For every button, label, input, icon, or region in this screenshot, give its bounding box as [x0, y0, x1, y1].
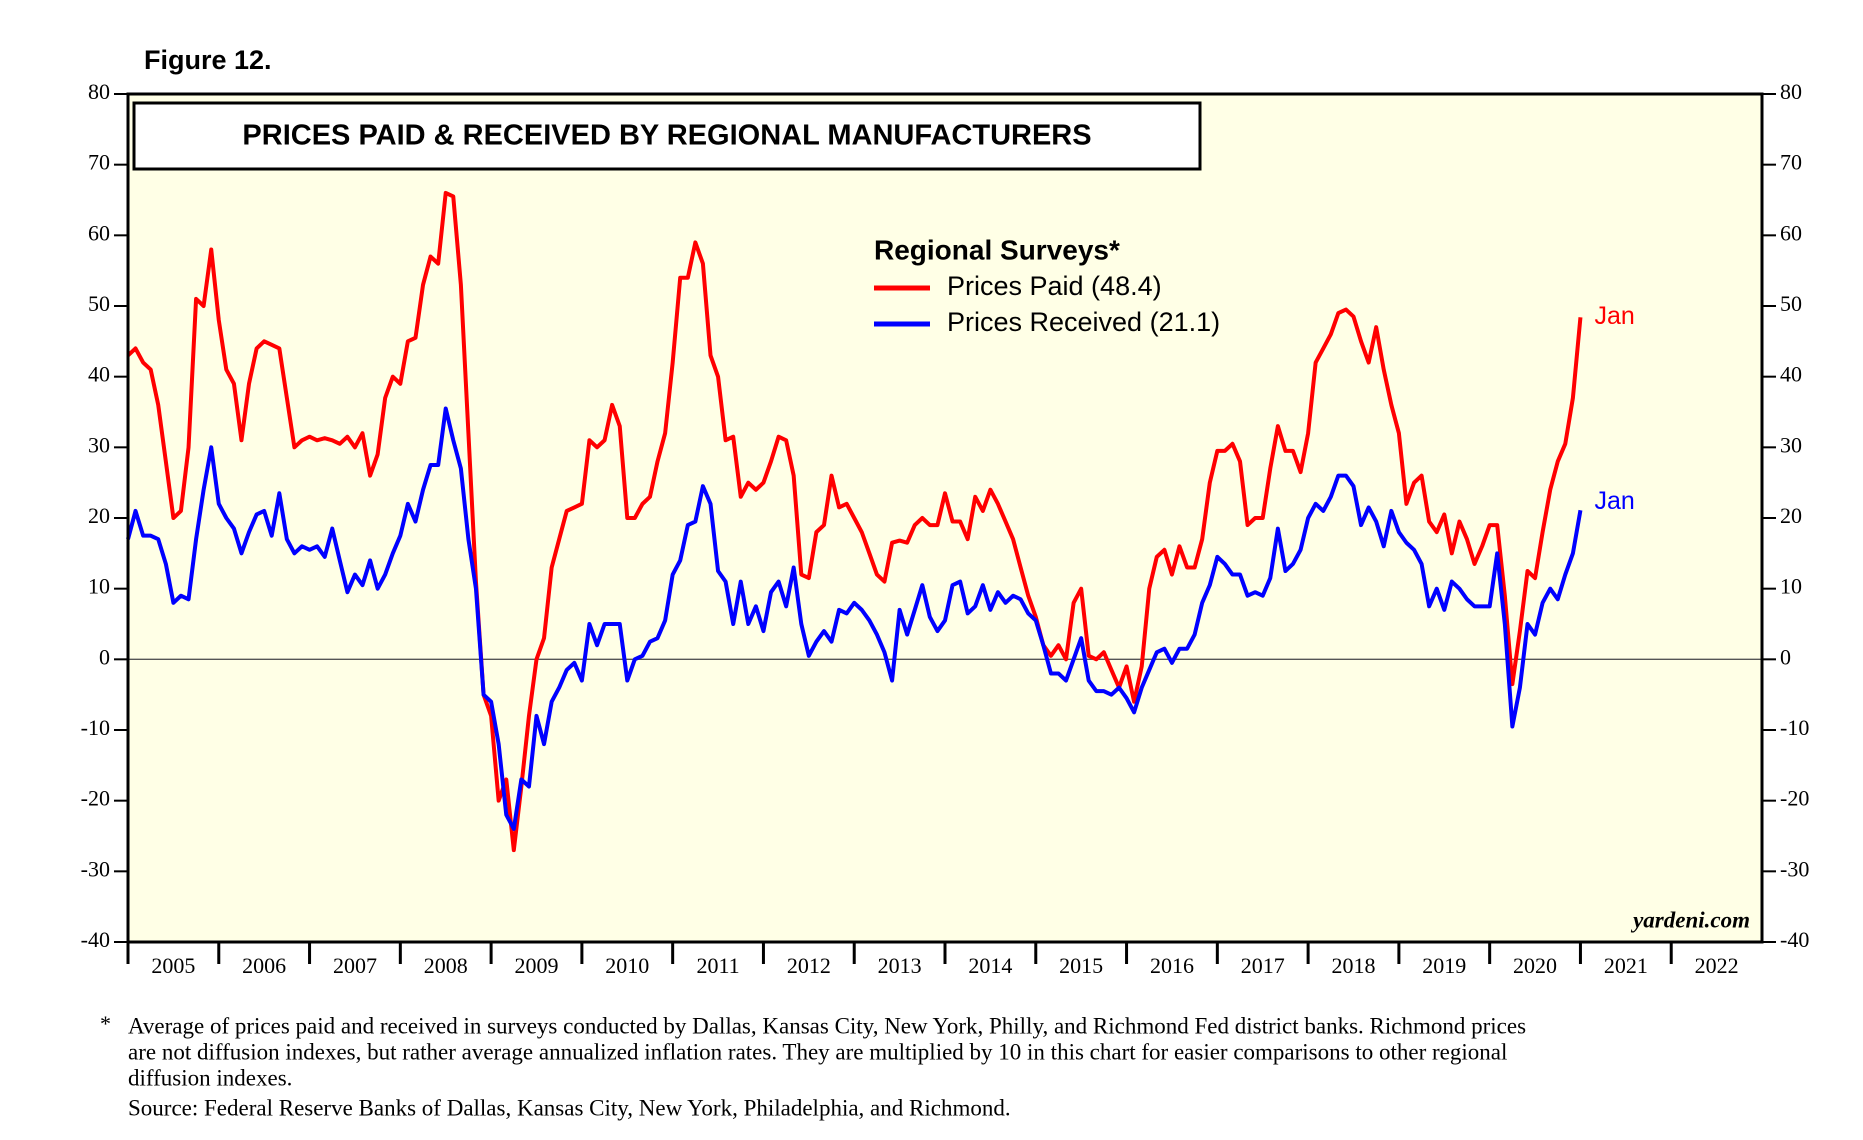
y2-tick-label: 40	[1780, 362, 1802, 387]
title-box	[132, 101, 1202, 171]
x-tick-label: 2012	[787, 953, 831, 978]
y-tick-label: 70	[88, 150, 110, 175]
y2-tick-label: -20	[1780, 786, 1809, 811]
x-tick-label: 2010	[605, 953, 649, 978]
y2-tick-label: -10	[1780, 715, 1809, 740]
x-tick-label: 2009	[515, 953, 559, 978]
footnote-line: are not diffusion indexes, but rather av…	[128, 1039, 1507, 1064]
x-tick-label: 2013	[878, 953, 922, 978]
x-tick-label: 2020	[1513, 953, 1557, 978]
footnote-line: Average of prices paid and received in s…	[128, 1013, 1526, 1038]
y-tick-label: 10	[88, 574, 110, 599]
x-tick-label: 2011	[696, 953, 739, 978]
x-tick-label: 2005	[151, 953, 195, 978]
y2-tick-label: 0	[1780, 644, 1791, 669]
series-line	[126, 406, 1583, 831]
y2-tick-label: -30	[1780, 856, 1809, 881]
end-label: Jan	[1594, 302, 1634, 330]
footnote-marker: *	[100, 1011, 111, 1036]
x-tick-label: 2007	[333, 953, 377, 978]
x-tick-label: 2021	[1604, 953, 1648, 978]
y-tick-label: -10	[81, 715, 110, 740]
source-mark: yardeni.com	[1630, 907, 1750, 932]
x-tick-label: 2015	[1059, 953, 1103, 978]
y-tick-label: 0	[99, 644, 110, 669]
legend-label: Prices Received (21.1)	[947, 307, 1220, 337]
y-tick-label: 80	[88, 79, 110, 104]
y2-tick-label: 50	[1780, 291, 1802, 316]
y-tick-label: 20	[88, 503, 110, 528]
end-label: Jan	[1594, 487, 1634, 515]
y-tick-label: -40	[81, 927, 110, 952]
y2-tick-label: 20	[1780, 503, 1802, 528]
plot-background	[128, 94, 1762, 942]
y-tick-label: 30	[88, 432, 110, 457]
x-tick-label: 2014	[968, 953, 1012, 978]
x-tick-label: 2006	[242, 953, 286, 978]
y2-tick-label: 10	[1780, 574, 1802, 599]
x-tick-label: 2017	[1241, 953, 1285, 978]
y2-tick-label: -40	[1780, 927, 1809, 952]
figure-label: Figure 12.	[144, 45, 272, 75]
legend-label: Prices Paid (48.4)	[947, 271, 1162, 301]
x-tick-label: 2008	[424, 953, 468, 978]
source-note: Source: Federal Reserve Banks of Dallas,…	[128, 1095, 1011, 1120]
y-tick-label: -20	[81, 786, 110, 811]
chart-title: PRICES PAID & RECEIVED BY REGIONAL MANUF…	[242, 120, 1091, 152]
x-tick-label: 2022	[1695, 953, 1739, 978]
y-tick-label: 40	[88, 362, 110, 387]
x-tick-label: 2018	[1332, 953, 1376, 978]
y-tick-label: 50	[88, 291, 110, 316]
y2-tick-label: 60	[1780, 220, 1802, 245]
legend-title: Regional Surveys*	[874, 234, 1120, 265]
y2-tick-label: 30	[1780, 432, 1802, 457]
series-line	[126, 190, 1583, 853]
y-tick-label: 60	[88, 220, 110, 245]
x-tick-label: 2019	[1422, 953, 1466, 978]
x-tick-label: 2016	[1150, 953, 1194, 978]
plot-area	[126, 190, 1762, 853]
footnote-line: diffusion indexes.	[128, 1065, 292, 1090]
y2-tick-label: 80	[1780, 79, 1802, 104]
y2-tick-label: 70	[1780, 150, 1802, 175]
y-tick-label: -30	[81, 856, 110, 881]
